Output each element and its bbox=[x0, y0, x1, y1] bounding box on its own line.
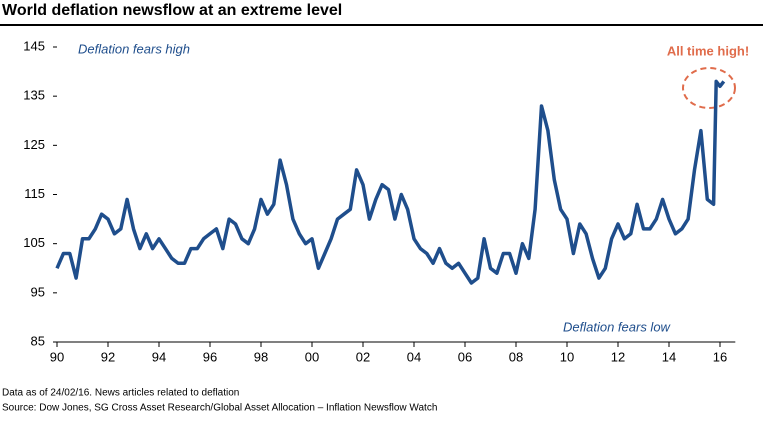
annotation: Deflation fears high bbox=[78, 41, 190, 56]
x-tick-label: 08 bbox=[509, 349, 523, 364]
x-tick-label: 02 bbox=[356, 349, 370, 364]
x-tick-label: 98 bbox=[254, 349, 268, 364]
y-tick-label: 85 bbox=[31, 333, 45, 348]
y-tick-label: 105 bbox=[23, 235, 45, 250]
annotation: Deflation fears low bbox=[563, 319, 672, 334]
source: Source: Dow Jones, SG Cross Asset Resear… bbox=[2, 403, 437, 414]
x-tick-label: 14 bbox=[662, 349, 676, 364]
y-tick-label: 145 bbox=[23, 38, 45, 53]
x-tick-label: 10 bbox=[560, 349, 574, 364]
y-tick-label: 135 bbox=[23, 88, 45, 103]
footnote: Data as of 24/02/16. News articles relat… bbox=[2, 388, 239, 399]
series-line bbox=[55, 79, 726, 285]
x-tick-label: 04 bbox=[407, 349, 421, 364]
annotation: All time high! bbox=[667, 43, 749, 58]
x-tick-label: 16 bbox=[713, 349, 727, 364]
x-tick-label: 12 bbox=[611, 349, 625, 364]
x-tick-label: 94 bbox=[152, 349, 166, 364]
x-tick-label: 06 bbox=[458, 349, 472, 364]
x-tick-label: 96 bbox=[203, 349, 217, 364]
y-tick-label: 95 bbox=[31, 284, 45, 299]
x-tick-label: 00 bbox=[305, 349, 319, 364]
x-tick-label: 90 bbox=[50, 349, 64, 364]
y-tick-label: 115 bbox=[24, 186, 45, 201]
x-tick-label: 92 bbox=[101, 349, 115, 364]
chart-title: World deflation newsflow at an extreme l… bbox=[2, 2, 342, 19]
y-tick-label: 125 bbox=[23, 137, 45, 152]
highlight-ellipse bbox=[682, 67, 736, 109]
